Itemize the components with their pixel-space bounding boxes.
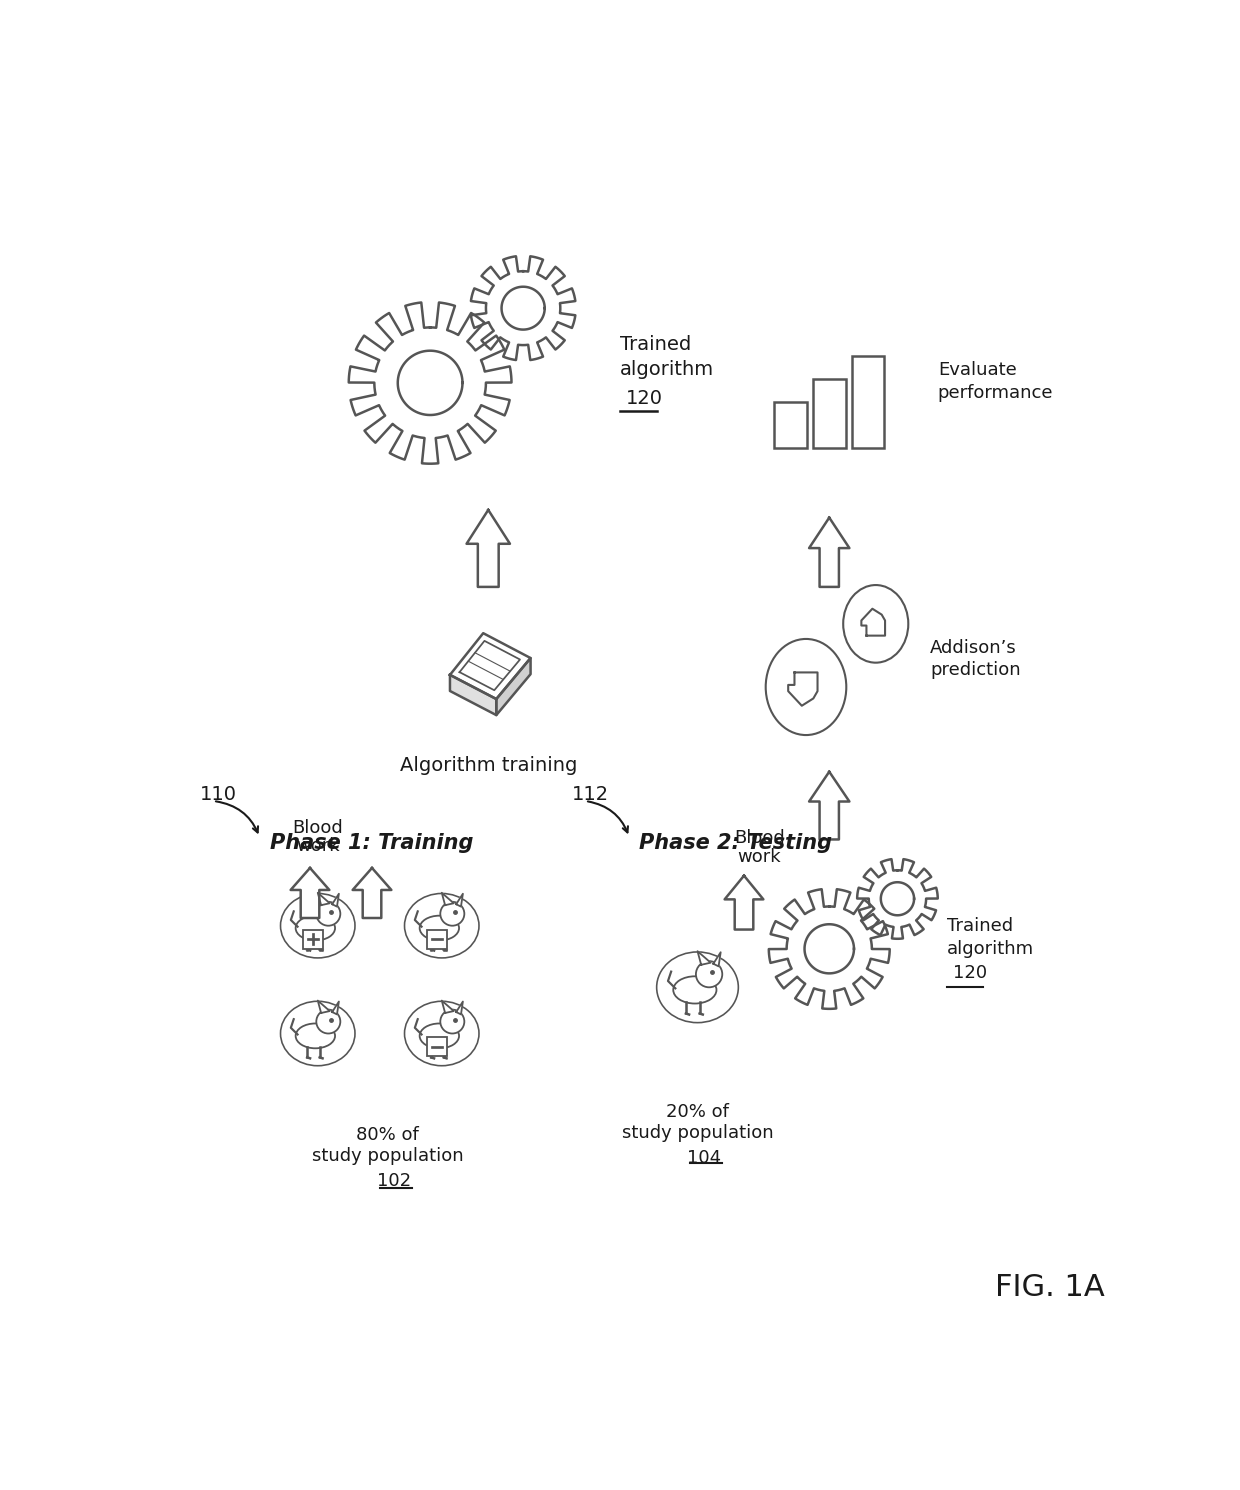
Text: Blood: Blood bbox=[293, 820, 343, 837]
Polygon shape bbox=[317, 893, 330, 904]
Polygon shape bbox=[808, 772, 849, 839]
Polygon shape bbox=[862, 609, 885, 636]
Ellipse shape bbox=[295, 916, 335, 940]
Polygon shape bbox=[348, 302, 511, 463]
Bar bbox=[303, 930, 324, 949]
Text: work: work bbox=[296, 837, 340, 855]
Bar bbox=[852, 356, 884, 448]
Polygon shape bbox=[805, 924, 854, 973]
Polygon shape bbox=[496, 659, 531, 715]
Text: Blood: Blood bbox=[734, 828, 785, 848]
Text: study population: study population bbox=[621, 1125, 774, 1143]
Bar bbox=[427, 930, 448, 949]
Text: Evaluate: Evaluate bbox=[937, 361, 1017, 378]
Ellipse shape bbox=[657, 952, 738, 1022]
Text: 104: 104 bbox=[687, 1149, 720, 1167]
Polygon shape bbox=[857, 860, 937, 939]
Ellipse shape bbox=[843, 586, 908, 663]
Polygon shape bbox=[466, 510, 510, 587]
Polygon shape bbox=[332, 1001, 339, 1015]
Text: 110: 110 bbox=[200, 785, 237, 805]
Text: Addison’s: Addison’s bbox=[930, 639, 1017, 657]
Text: FIG. 1A: FIG. 1A bbox=[996, 1272, 1105, 1302]
Text: work: work bbox=[738, 848, 781, 866]
Text: 20% of: 20% of bbox=[666, 1103, 729, 1120]
Polygon shape bbox=[352, 869, 392, 918]
Polygon shape bbox=[697, 951, 711, 966]
Polygon shape bbox=[713, 952, 720, 967]
Circle shape bbox=[440, 1010, 464, 1034]
Polygon shape bbox=[450, 675, 496, 715]
Ellipse shape bbox=[295, 1024, 335, 1049]
Polygon shape bbox=[456, 894, 463, 906]
Polygon shape bbox=[456, 1001, 463, 1015]
Ellipse shape bbox=[404, 894, 479, 958]
Polygon shape bbox=[789, 672, 817, 706]
Circle shape bbox=[316, 901, 340, 925]
Polygon shape bbox=[769, 890, 889, 1009]
Text: 112: 112 bbox=[572, 785, 609, 805]
Ellipse shape bbox=[404, 1001, 479, 1065]
Polygon shape bbox=[290, 869, 330, 918]
Text: Phase 2: Testing: Phase 2: Testing bbox=[640, 833, 832, 854]
Text: Algorithm training: Algorithm training bbox=[399, 757, 577, 775]
Polygon shape bbox=[471, 256, 575, 361]
Polygon shape bbox=[317, 1001, 330, 1013]
Ellipse shape bbox=[280, 894, 355, 958]
Text: Trained: Trained bbox=[620, 335, 691, 353]
Polygon shape bbox=[724, 876, 764, 930]
Circle shape bbox=[440, 901, 464, 925]
Text: Trained: Trained bbox=[947, 916, 1013, 934]
Ellipse shape bbox=[280, 1001, 355, 1065]
Ellipse shape bbox=[419, 916, 459, 940]
Polygon shape bbox=[398, 350, 463, 416]
Text: performance: performance bbox=[937, 384, 1053, 402]
Text: study population: study population bbox=[311, 1147, 464, 1165]
Polygon shape bbox=[441, 1001, 454, 1013]
Text: 80% of: 80% of bbox=[356, 1126, 419, 1144]
Polygon shape bbox=[450, 633, 531, 699]
Text: algorithm: algorithm bbox=[947, 940, 1034, 958]
Circle shape bbox=[696, 961, 722, 988]
Bar bbox=[427, 1037, 448, 1056]
Polygon shape bbox=[808, 517, 849, 587]
Ellipse shape bbox=[419, 1024, 459, 1049]
Text: 120: 120 bbox=[626, 389, 663, 408]
Ellipse shape bbox=[766, 639, 847, 735]
Text: 120: 120 bbox=[954, 964, 987, 982]
Polygon shape bbox=[501, 286, 544, 329]
Polygon shape bbox=[441, 893, 454, 904]
Circle shape bbox=[316, 1010, 340, 1034]
Text: algorithm: algorithm bbox=[620, 361, 714, 380]
Bar bbox=[813, 378, 846, 448]
Text: 102: 102 bbox=[377, 1173, 410, 1191]
Polygon shape bbox=[880, 882, 914, 915]
Ellipse shape bbox=[673, 976, 717, 1004]
Bar bbox=[774, 402, 807, 448]
Polygon shape bbox=[332, 894, 339, 906]
Text: Phase 1: Training: Phase 1: Training bbox=[270, 833, 474, 854]
Text: prediction: prediction bbox=[930, 662, 1021, 679]
